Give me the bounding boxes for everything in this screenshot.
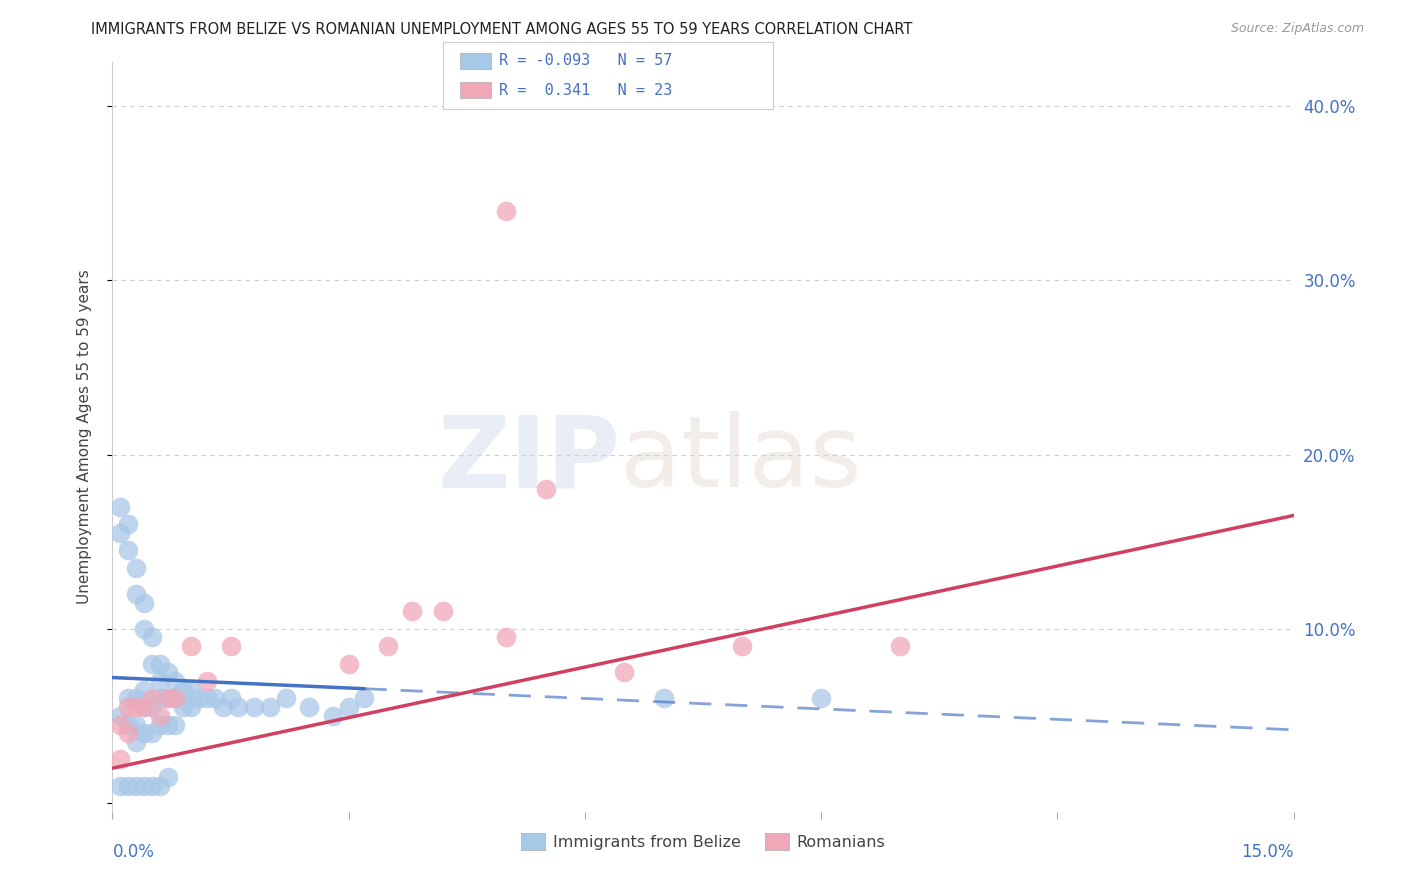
- Point: [110, 779, 132, 793]
- Point: [149, 779, 172, 793]
- Point: [172, 700, 194, 714]
- Point: [110, 500, 132, 514]
- Legend: Immigrants from Belize, Romanians: Immigrants from Belize, Romanians: [515, 827, 891, 856]
- Point: [172, 682, 194, 697]
- Point: [156, 691, 179, 706]
- Point: [165, 673, 187, 688]
- Point: [188, 691, 211, 706]
- Point: [401, 604, 423, 618]
- Point: [613, 665, 636, 680]
- Text: ZIP: ZIP: [437, 411, 620, 508]
- Point: [132, 596, 155, 610]
- Point: [117, 700, 139, 714]
- Point: [156, 665, 179, 680]
- Point: [377, 639, 399, 653]
- Point: [125, 587, 148, 601]
- Point: [353, 691, 375, 706]
- Point: [117, 717, 139, 731]
- Point: [211, 700, 233, 714]
- Point: [117, 517, 139, 532]
- Point: [195, 691, 218, 706]
- Point: [141, 657, 163, 671]
- Point: [141, 631, 163, 645]
- Point: [141, 779, 163, 793]
- Point: [132, 682, 155, 697]
- Point: [180, 639, 202, 653]
- Point: [132, 700, 155, 714]
- Point: [125, 691, 148, 706]
- Text: R =  0.341   N = 23: R = 0.341 N = 23: [499, 83, 672, 97]
- Y-axis label: Unemployment Among Ages 55 to 59 years: Unemployment Among Ages 55 to 59 years: [77, 269, 91, 605]
- Text: IMMIGRANTS FROM BELIZE VS ROMANIAN UNEMPLOYMENT AMONG AGES 55 TO 59 YEARS CORREL: IMMIGRANTS FROM BELIZE VS ROMANIAN UNEMP…: [91, 22, 912, 37]
- Point: [243, 700, 266, 714]
- Point: [141, 700, 163, 714]
- Point: [180, 700, 202, 714]
- Point: [125, 561, 148, 575]
- Point: [432, 604, 454, 618]
- Point: [889, 639, 911, 653]
- Point: [132, 622, 155, 636]
- Point: [125, 717, 148, 731]
- Point: [322, 709, 344, 723]
- Point: [165, 691, 187, 706]
- Point: [652, 691, 675, 706]
- Point: [141, 726, 163, 740]
- Text: atlas: atlas: [620, 411, 862, 508]
- Point: [180, 682, 202, 697]
- Point: [337, 657, 360, 671]
- Point: [204, 691, 226, 706]
- Text: 15.0%: 15.0%: [1241, 843, 1294, 861]
- Point: [149, 717, 172, 731]
- Point: [219, 691, 242, 706]
- Point: [156, 691, 179, 706]
- Point: [117, 779, 139, 793]
- Point: [132, 726, 155, 740]
- Point: [337, 700, 360, 714]
- Point: [195, 673, 218, 688]
- Point: [110, 525, 132, 540]
- Point: [495, 631, 517, 645]
- Point: [110, 752, 132, 766]
- Point: [534, 483, 557, 497]
- Point: [149, 657, 172, 671]
- Point: [110, 709, 132, 723]
- Point: [125, 779, 148, 793]
- Point: [132, 779, 155, 793]
- Point: [495, 203, 517, 218]
- Point: [298, 700, 321, 714]
- Point: [731, 639, 754, 653]
- Point: [117, 726, 139, 740]
- Point: [110, 717, 132, 731]
- Point: [117, 691, 139, 706]
- Point: [117, 543, 139, 558]
- Text: Source: ZipAtlas.com: Source: ZipAtlas.com: [1230, 22, 1364, 36]
- Point: [274, 691, 297, 706]
- Point: [149, 709, 172, 723]
- Point: [259, 700, 281, 714]
- Point: [125, 735, 148, 749]
- Point: [132, 700, 155, 714]
- Point: [165, 691, 187, 706]
- Point: [219, 639, 242, 653]
- Point: [125, 700, 148, 714]
- Point: [156, 770, 179, 784]
- Text: R = -0.093   N = 57: R = -0.093 N = 57: [499, 54, 672, 68]
- Point: [149, 691, 172, 706]
- Point: [149, 673, 172, 688]
- Point: [156, 717, 179, 731]
- Text: 0.0%: 0.0%: [112, 843, 155, 861]
- Point: [165, 717, 187, 731]
- Point: [810, 691, 832, 706]
- Point: [228, 700, 250, 714]
- Point: [141, 691, 163, 706]
